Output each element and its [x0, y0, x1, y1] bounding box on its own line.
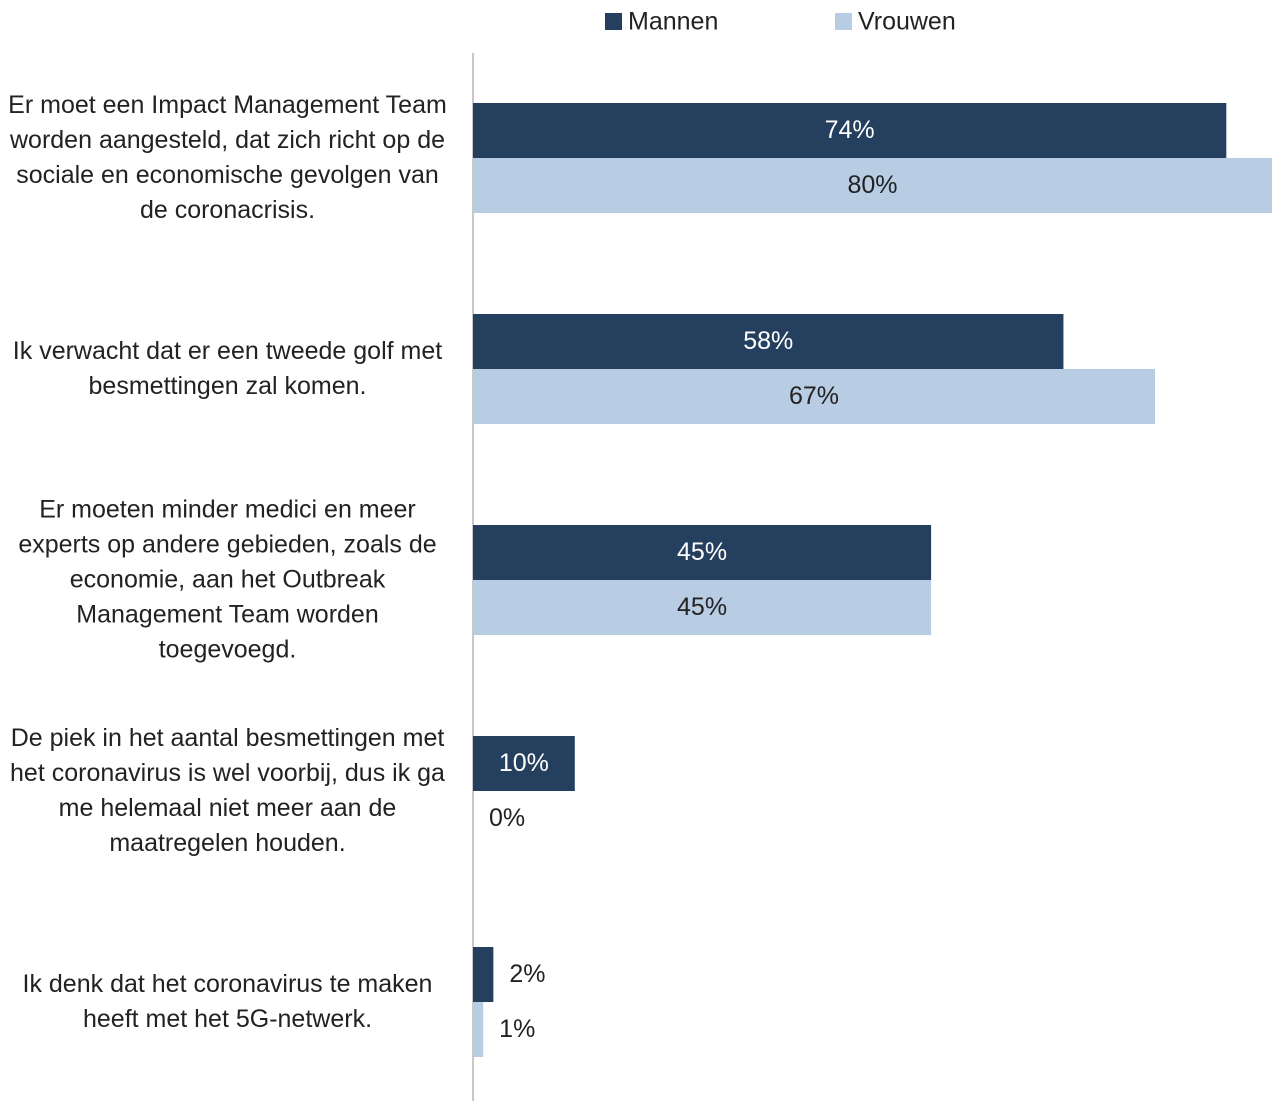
value-label: 45%: [677, 593, 727, 621]
legend-swatch: [835, 13, 852, 30]
bar: [473, 947, 494, 1002]
category-label: De piek in het aantal besmettingen met h…: [10, 724, 445, 857]
category-label: Ik denk dat het coronavirus te maken hee…: [22, 970, 433, 1033]
bar: [473, 1002, 484, 1057]
value-label: 2%: [509, 960, 545, 988]
value-label: 1%: [499, 1015, 535, 1043]
value-label: 45%: [677, 538, 727, 566]
category-label: Er moeten minder medici en meer experts …: [18, 495, 437, 664]
bar: [473, 525, 932, 580]
category-label: Ik verwacht dat er een tweede golf met b…: [12, 337, 443, 400]
legend-label: Vrouwen: [858, 8, 956, 36]
bar: [473, 103, 1227, 158]
value-label: 80%: [847, 171, 897, 199]
bar: [473, 314, 1064, 369]
value-label: 58%: [743, 327, 793, 355]
bar: [473, 158, 1272, 213]
legend-label: Mannen: [628, 8, 718, 36]
legend-swatch: [605, 13, 622, 30]
bar: [473, 369, 1156, 424]
category-label: Er moet een Impact Management Team worde…: [8, 91, 447, 224]
value-label: 0%: [489, 804, 525, 832]
bar: [473, 736, 575, 791]
bar: [473, 580, 932, 635]
value-label: 10%: [499, 749, 549, 777]
value-label: 74%: [825, 116, 875, 144]
value-label: 67%: [789, 382, 839, 410]
